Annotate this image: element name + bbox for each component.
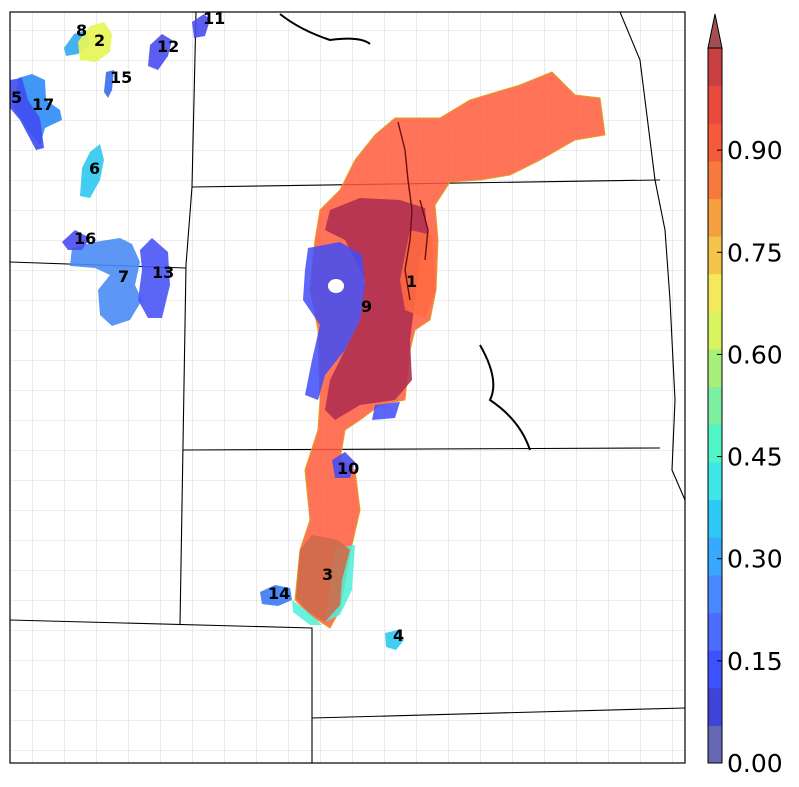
colorbar-segment — [708, 687, 722, 726]
region-14-shape — [260, 585, 292, 606]
colorbar-segment — [708, 725, 722, 764]
region-15-shape — [104, 70, 114, 98]
region-label-12: 12 — [157, 37, 179, 56]
colorbar-segment — [708, 461, 722, 501]
region-label-15: 15 — [110, 68, 132, 87]
rivers — [397, 121, 429, 301]
colorbar-tick-label: 0.75 — [727, 238, 783, 267]
colorbar-segment — [708, 311, 722, 350]
colorbar-tick-label: 0.15 — [727, 647, 783, 676]
colorbar-segment — [708, 236, 722, 275]
region-5-shape — [10, 78, 44, 150]
region-label-7: 7 — [118, 267, 129, 286]
colorbar-segment — [708, 612, 722, 651]
colorbar-segments — [708, 48, 722, 764]
colorbar-segment — [708, 424, 722, 463]
region-hole — [328, 279, 344, 293]
region-2-shape — [78, 22, 112, 62]
region-label-1: 1 — [406, 272, 417, 291]
colorbar-tick-label: 0.45 — [727, 443, 783, 472]
region-label-10: 10 — [337, 459, 359, 478]
colorbar-segment — [708, 123, 722, 162]
region-9-shape — [325, 198, 428, 420]
region-6-shape — [80, 144, 104, 198]
region-label-4: 4 — [393, 626, 404, 645]
colorbar: 0.00 0.15 0.30 0.45 0.60 0.75 0.90 — [707, 13, 783, 778]
probability-regions — [10, 14, 606, 650]
colorbar-extend-arrow — [707, 13, 723, 49]
region-label-9: 9 — [361, 297, 372, 316]
colorbar-ticks: 0.00 0.15 0.30 0.45 0.60 0.75 0.90 — [717, 136, 783, 778]
region-7-shape — [70, 238, 142, 326]
region-11-shape — [192, 14, 210, 38]
region-label-14: 14 — [268, 584, 290, 603]
region-label-13: 13 — [152, 263, 174, 282]
colorbar-tick-label: 0.90 — [727, 136, 783, 165]
colorbar-segment — [708, 85, 722, 124]
colorbar-segment — [708, 499, 722, 538]
region-label-16: 16 — [74, 229, 96, 248]
colorbar-tick-label: 0.00 — [727, 749, 783, 778]
region-13-shape — [138, 238, 170, 318]
region-label-3: 3 — [322, 565, 333, 584]
colorbar-segment — [708, 537, 722, 576]
region-label-5: 5 — [11, 88, 22, 107]
region-16-shape — [62, 230, 90, 250]
region-label-8: 8 — [76, 21, 87, 40]
region-label-17: 17 — [32, 95, 54, 114]
region-17-shape — [14, 74, 62, 145]
state-boundaries — [10, 12, 685, 763]
region-labels: 1 2 3 4 5 6 7 8 9 10 11 12 13 14 15 16 1… — [11, 9, 417, 645]
region-label-11: 11 — [203, 9, 225, 28]
region-3-shape — [296, 535, 350, 622]
colorbar-segment — [708, 349, 722, 388]
colorbar-segment — [708, 273, 722, 312]
colorbar-segment — [708, 650, 722, 689]
region-blue-patch — [372, 402, 400, 420]
colorbar-segment — [708, 386, 722, 425]
colorbar-tick-label: 0.30 — [727, 545, 783, 574]
region-blue-lobe — [303, 242, 365, 400]
region-12-shape — [148, 34, 172, 70]
region-3-fringe — [292, 600, 322, 625]
colorbar-frame — [707, 47, 723, 764]
colorbar-segment — [708, 48, 722, 87]
region-label-6: 6 — [89, 159, 100, 178]
region-4-shape — [385, 630, 404, 650]
colorbar-segment — [708, 198, 722, 237]
map-area: 1 2 3 4 5 6 7 8 9 10 11 12 13 14 15 16 1… — [10, 9, 685, 763]
region-label-2: 2 — [94, 31, 105, 50]
region-10-shape — [332, 452, 355, 478]
colorbar-tick-label: 0.60 — [727, 340, 783, 369]
map-frame — [9, 11, 686, 764]
colorbar-segment — [708, 574, 722, 613]
colorbar-segment — [708, 160, 722, 200]
